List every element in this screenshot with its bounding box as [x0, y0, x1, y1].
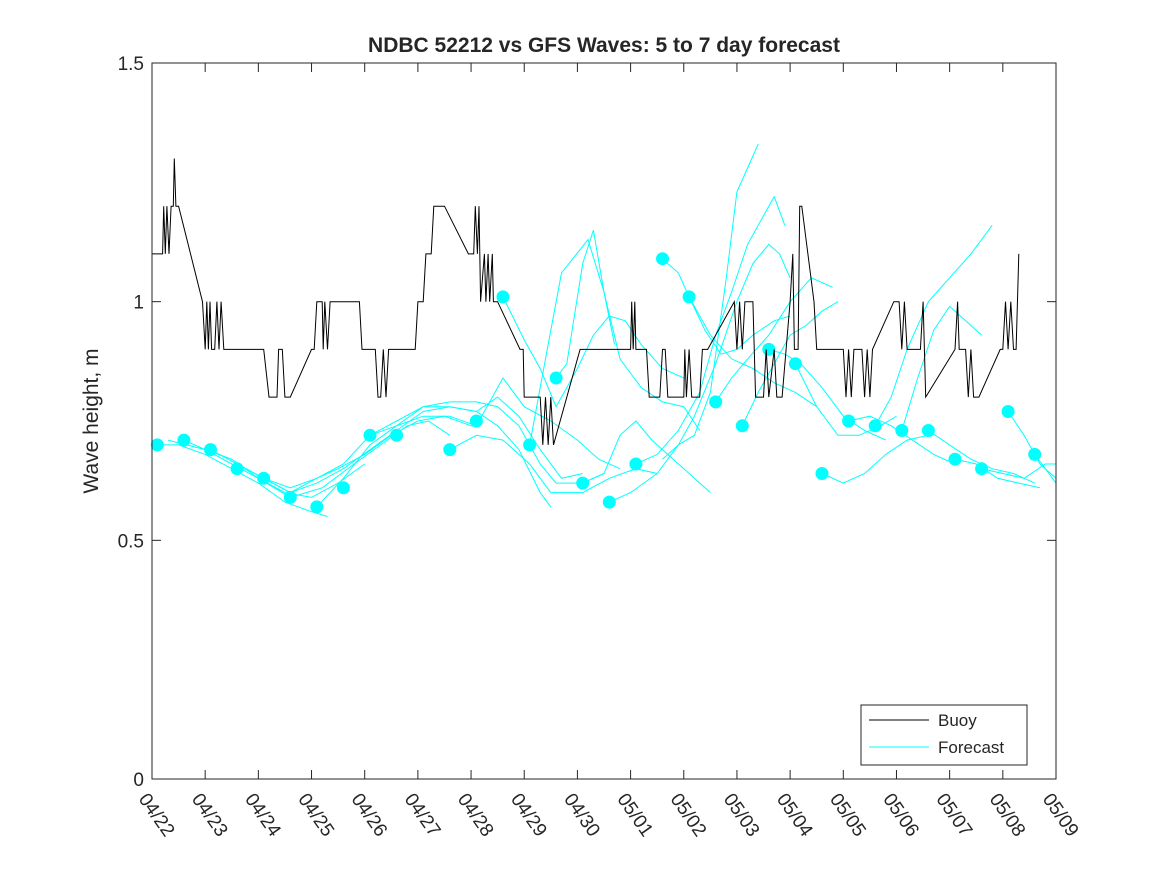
forecast-point-16 — [602, 495, 616, 509]
forecast-point-7 — [336, 481, 350, 495]
chart-title: NDBC 52212 vs GFS Waves: 5 to 7 day fore… — [368, 34, 840, 57]
forecast-line-27 — [954, 458, 1041, 489]
forecast-point-3 — [230, 462, 244, 476]
forecast-line-28 — [981, 463, 1056, 479]
forecast-point-27 — [895, 424, 909, 437]
forecast-line-10 — [529, 238, 701, 445]
forecast-line-24 — [874, 225, 993, 427]
legend: Buoy Forecast — [860, 704, 1028, 766]
legend-forecast-label: Forecast — [938, 738, 1004, 757]
forecast-point-19 — [682, 290, 696, 304]
y-tick-label-1: 0.5 — [118, 531, 144, 552]
forecast-point-12 — [496, 290, 510, 304]
forecast-line-17 — [688, 296, 817, 408]
forecast-point-4 — [257, 471, 271, 485]
y-axis-label: Wave height, m — [80, 348, 103, 493]
forecast-point-18 — [656, 252, 669, 266]
forecast-point-14 — [549, 371, 563, 385]
forecast-point-11 — [469, 414, 483, 428]
forecast-line-16 — [662, 258, 791, 355]
y-tick-label-0: 0 — [133, 770, 144, 791]
forecast-line-11 — [555, 229, 616, 379]
forecast-line-19 — [741, 301, 839, 427]
forecast-point-24 — [815, 467, 829, 480]
y-tick-label-3: 1.5 — [118, 54, 144, 75]
forecast-line-7 — [369, 401, 605, 484]
forecast-point-5 — [283, 490, 297, 504]
forecast-point-17 — [629, 457, 643, 471]
forecast-point-25 — [842, 414, 856, 428]
forecast-point-29 — [948, 452, 962, 466]
forecast-line-12 — [582, 420, 711, 493]
axes-box — [151, 62, 1057, 780]
legend-box — [860, 704, 1028, 766]
forecast-point-23 — [788, 357, 802, 371]
forecast-line-14 — [635, 195, 786, 465]
forecast-line-15 — [662, 143, 759, 460]
forecast-point-21 — [735, 419, 749, 433]
forecast-point-31 — [1001, 405, 1015, 418]
forecast-line-8 — [449, 434, 658, 494]
forecast-line-21 — [794, 363, 897, 436]
forecast-line-9 — [502, 296, 685, 408]
forecast-line-25 — [901, 305, 982, 431]
forecast-point-28 — [921, 424, 935, 437]
forecast-line-20 — [768, 348, 887, 441]
forecast-point-32 — [1028, 447, 1042, 461]
forecast-line-13 — [609, 243, 791, 503]
buoy-line — [152, 158, 1020, 446]
forecast-point-1 — [177, 433, 191, 447]
forecast-point-13 — [523, 438, 537, 452]
forecast-point-2 — [204, 443, 217, 457]
y-tick-label-2: 1 — [133, 293, 144, 314]
forecast-point-9 — [390, 428, 404, 442]
forecast-point-6 — [310, 500, 324, 514]
forecast-point-15 — [576, 476, 590, 490]
forecast-line-5 — [263, 396, 583, 494]
forecast-point-10 — [443, 443, 457, 457]
forecast-point-8 — [363, 428, 377, 442]
forecast-point-26 — [868, 419, 882, 433]
forecast-point-0 — [150, 438, 164, 452]
forecast-point-30 — [975, 462, 989, 476]
forecast-point-20 — [709, 395, 723, 409]
legend-buoy-label: Buoy — [938, 711, 977, 730]
